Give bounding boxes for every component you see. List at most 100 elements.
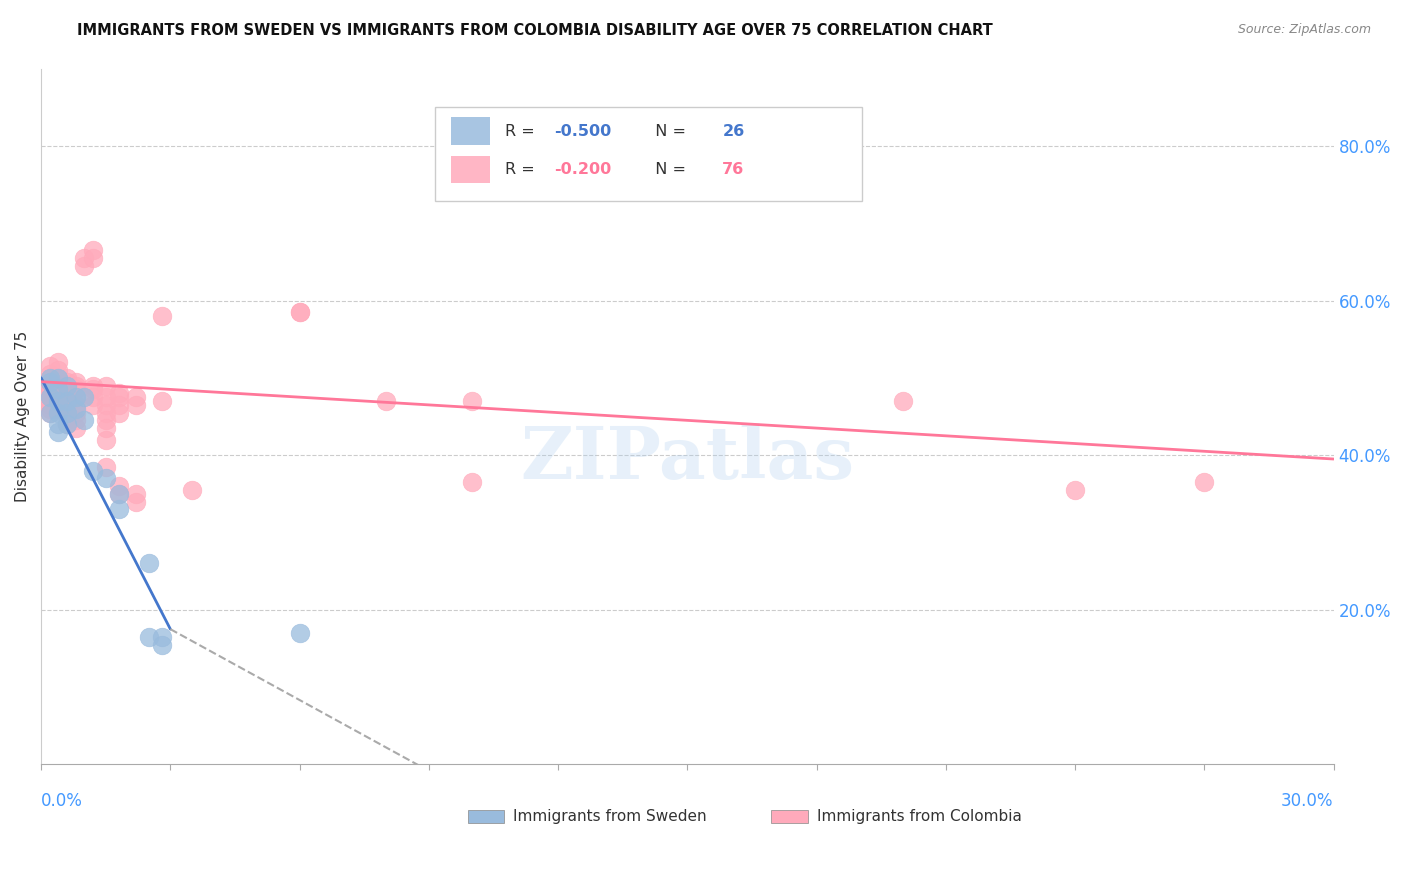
Point — [94, 413, 117, 427]
Point — [65, 421, 87, 435]
Point — [46, 383, 69, 397]
Point — [56, 371, 79, 385]
Point — [46, 417, 69, 432]
Point — [94, 390, 117, 404]
Point — [56, 409, 79, 424]
Point — [65, 398, 87, 412]
Point — [38, 371, 60, 385]
Point — [65, 390, 87, 404]
Point — [46, 371, 69, 385]
Point — [38, 398, 60, 412]
Point — [1064, 483, 1087, 497]
Point — [46, 406, 69, 420]
Point — [288, 305, 311, 319]
Point — [46, 363, 69, 377]
Point — [38, 386, 60, 401]
Point — [461, 394, 484, 409]
Text: ZIPatlas: ZIPatlas — [520, 423, 855, 494]
Point — [56, 378, 79, 392]
Text: 26: 26 — [723, 124, 745, 138]
Point — [46, 401, 69, 416]
Point — [150, 630, 173, 644]
Point — [56, 394, 79, 409]
Point — [38, 406, 60, 420]
Point — [82, 398, 104, 412]
Point — [107, 479, 129, 493]
Point — [46, 394, 69, 409]
Point — [82, 390, 104, 404]
FancyBboxPatch shape — [451, 155, 489, 184]
Point — [125, 390, 148, 404]
Point — [65, 406, 87, 420]
Point — [94, 406, 117, 420]
Text: -0.200: -0.200 — [554, 162, 612, 177]
Point — [56, 417, 79, 432]
Text: 30.0%: 30.0% — [1281, 792, 1334, 810]
Text: Immigrants from Sweden: Immigrants from Sweden — [513, 809, 706, 824]
Point — [150, 309, 173, 323]
Point — [65, 413, 87, 427]
Point — [461, 475, 484, 490]
Point — [56, 375, 79, 389]
FancyBboxPatch shape — [772, 811, 807, 823]
Point — [94, 398, 117, 412]
Point — [73, 251, 96, 265]
Point — [46, 390, 69, 404]
FancyBboxPatch shape — [436, 107, 862, 201]
Point — [73, 390, 96, 404]
Text: Immigrants from Colombia: Immigrants from Colombia — [817, 809, 1022, 824]
Point — [82, 244, 104, 258]
Point — [891, 394, 914, 409]
Point — [94, 433, 117, 447]
Point — [46, 425, 69, 439]
Point — [38, 375, 60, 389]
Point — [94, 378, 117, 392]
Point — [288, 305, 311, 319]
Text: IMMIGRANTS FROM SWEDEN VS IMMIGRANTS FROM COLOMBIA DISABILITY AGE OVER 75 CORREL: IMMIGRANTS FROM SWEDEN VS IMMIGRANTS FRO… — [77, 23, 993, 38]
Point — [65, 390, 87, 404]
Point — [107, 386, 129, 401]
FancyBboxPatch shape — [451, 117, 489, 145]
Text: R =: R = — [505, 124, 540, 138]
Point — [150, 638, 173, 652]
Point — [107, 398, 129, 412]
Point — [65, 401, 87, 416]
Point — [46, 386, 69, 401]
Point — [107, 390, 129, 404]
Point — [38, 383, 60, 397]
Point — [38, 378, 60, 392]
Point — [1194, 475, 1216, 490]
Point — [56, 386, 79, 401]
Point — [56, 383, 79, 397]
Point — [46, 378, 69, 392]
FancyBboxPatch shape — [468, 811, 503, 823]
Point — [56, 398, 79, 412]
Point — [94, 459, 117, 474]
Y-axis label: Disability Age Over 75: Disability Age Over 75 — [15, 331, 30, 502]
Point — [94, 471, 117, 485]
Point — [82, 251, 104, 265]
Point — [38, 367, 60, 381]
Point — [125, 398, 148, 412]
Point — [180, 483, 202, 497]
Point — [107, 487, 129, 501]
Point — [38, 375, 60, 389]
Point — [73, 413, 96, 427]
Point — [46, 375, 69, 389]
Point — [38, 359, 60, 374]
Point — [138, 557, 160, 571]
Point — [46, 355, 69, 369]
Point — [107, 406, 129, 420]
Point — [107, 502, 129, 516]
Point — [56, 378, 79, 392]
Point — [56, 406, 79, 420]
Text: -0.500: -0.500 — [554, 124, 612, 138]
Point — [94, 421, 117, 435]
Point — [107, 487, 129, 501]
Point — [65, 383, 87, 397]
Text: R =: R = — [505, 162, 540, 177]
Point — [46, 398, 69, 412]
Point — [56, 417, 79, 432]
Point — [65, 375, 87, 389]
Point — [82, 464, 104, 478]
